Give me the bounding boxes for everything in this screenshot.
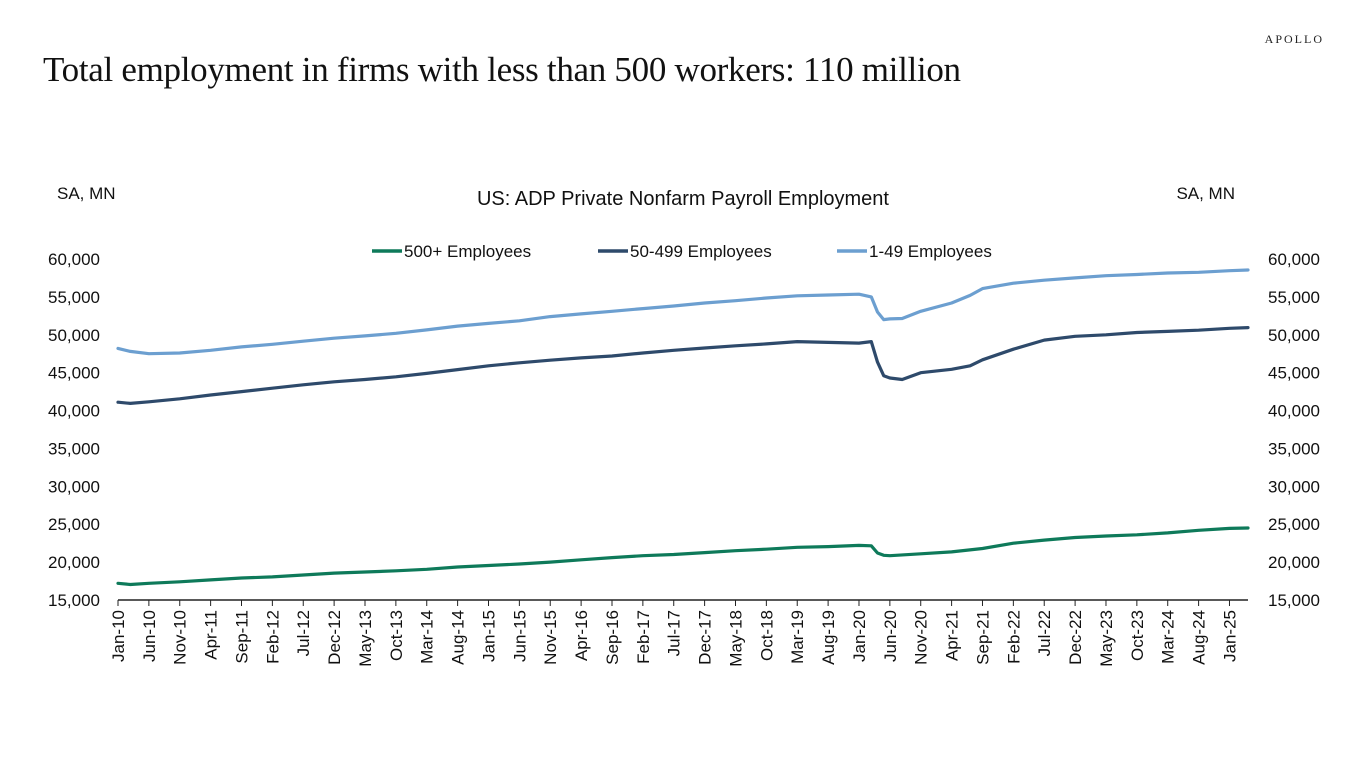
series-line-2	[116, 326, 1250, 405]
x-tick-label: Apr-21	[943, 610, 962, 661]
x-tick-label: Dec-12	[325, 610, 344, 665]
y-tick-label-right: 20,000	[1268, 553, 1320, 572]
y-tick-label-right: 25,000	[1268, 515, 1320, 534]
legend-label-3: 1-49 Employees	[869, 242, 992, 261]
y-tick-label-left: 40,000	[48, 402, 100, 421]
y-tick-label-left: 35,000	[48, 439, 100, 458]
x-tick-label: Dec-22	[1066, 610, 1085, 665]
y-tick-label-left: 45,000	[48, 364, 100, 383]
x-tick-label: Oct-23	[1128, 610, 1147, 661]
page-title: Total employment in firms with less than…	[43, 50, 961, 89]
x-tick-label: Apr-16	[572, 610, 591, 661]
y-tick-label-right: 15,000	[1268, 591, 1320, 610]
x-axis: Jan-10 Jun-10 Nov-10 Apr-11 Sep-11 Feb-12 Jul-…	[109, 599, 1248, 667]
left-axis-unit: SA, MN	[57, 184, 116, 203]
x-tick-label: Nov-10	[171, 610, 190, 665]
x-tick-label: Oct-18	[757, 610, 776, 661]
apollo-logo: APOLLO	[1264, 32, 1324, 46]
y-tick-label-left: 60,000	[48, 250, 100, 269]
x-tick-label: Nov-20	[912, 610, 931, 665]
x-tick-label: Jan-20	[850, 610, 869, 662]
x-tick-label: May-13	[356, 610, 375, 667]
x-tick-label: Aug-24	[1190, 610, 1209, 665]
x-tick-label: Jan-15	[479, 610, 498, 662]
y-tick-label-right: 55,000	[1268, 288, 1320, 307]
y-tick-label-right: 60,000	[1268, 250, 1320, 269]
x-tick-label: Oct-13	[387, 610, 406, 661]
x-tick-label: Jun-10	[140, 610, 159, 662]
x-tick-label: May-23	[1097, 610, 1116, 667]
y-tick-label-right: 50,000	[1268, 326, 1320, 345]
x-tick-label: Jul-17	[665, 610, 684, 656]
x-tick-label: Mar-19	[788, 610, 807, 664]
x-tick-label: Sep-11	[232, 610, 251, 664]
series-line-3	[116, 268, 1250, 356]
x-tick-label: Aug-19	[819, 610, 838, 665]
x-tick-label: Mar-14	[418, 610, 437, 664]
legend-label-1: 500+ Employees	[404, 242, 531, 261]
x-tick-label: Jan-25	[1220, 610, 1239, 662]
x-tick-label: Nov-15	[541, 610, 560, 665]
x-tick-label: Feb-22	[1004, 610, 1023, 664]
y-tick-label-left: 50,000	[48, 326, 100, 345]
y-tick-label-right: 45,000	[1268, 364, 1320, 383]
y-tick-label-left: 20,000	[48, 553, 100, 572]
right-axis-unit: SA, MN	[1176, 184, 1235, 203]
y-tick-label-left: 30,000	[48, 477, 100, 496]
chart-legend: 500+ Employees 50-499 Employees 1-49 Emplo…	[372, 242, 992, 261]
x-tick-label: Sep-21	[973, 610, 992, 665]
y-tick-label-right: 35,000	[1268, 439, 1320, 458]
x-tick-label: Apr-11	[202, 610, 221, 660]
y-axes: 15,000 15,000 20,000 20,000 25,000 25,000 30,0…	[48, 250, 1320, 610]
series-line-1	[116, 526, 1250, 587]
x-tick-label: Jul-12	[294, 610, 313, 656]
x-tick-label: May-18	[726, 610, 745, 667]
x-tick-label: Jun-20	[881, 610, 900, 662]
x-tick-label: Sep-16	[603, 610, 622, 665]
y-tick-label-right: 40,000	[1268, 402, 1320, 421]
series-lines	[116, 268, 1250, 587]
y-tick-label-left: 25,000	[48, 515, 100, 534]
x-tick-label: Jul-22	[1035, 610, 1054, 656]
y-tick-label-right: 30,000	[1268, 477, 1320, 496]
x-tick-label: Feb-17	[634, 610, 653, 664]
y-tick-label-left: 15,000	[48, 591, 100, 610]
y-tick-label-left: 55,000	[48, 288, 100, 307]
chart-title: US: ADP Private Nonfarm Payroll Employme…	[477, 188, 889, 210]
x-tick-label: Jun-15	[510, 610, 529, 662]
x-tick-label: Aug-14	[449, 610, 468, 665]
x-tick-label: Feb-12	[263, 610, 282, 664]
x-tick-label: Mar-24	[1159, 610, 1178, 664]
legend-label-2: 50-499 Employees	[630, 242, 772, 261]
x-tick-label: Jan-10	[109, 610, 128, 662]
x-tick-label: Dec-17	[696, 610, 715, 665]
